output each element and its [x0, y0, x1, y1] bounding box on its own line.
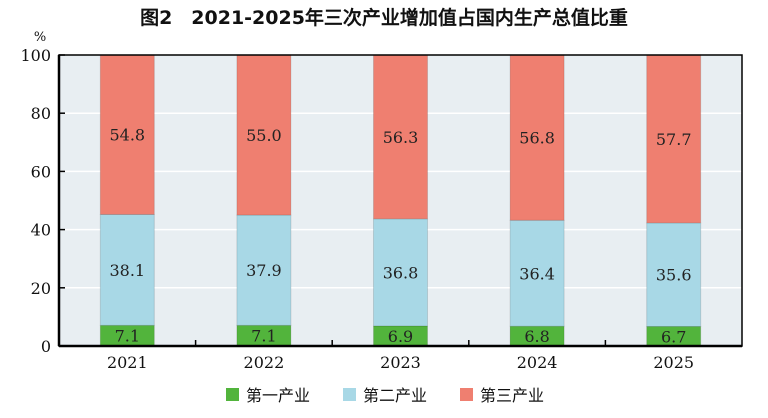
- legend-swatch: [343, 388, 356, 401]
- bar-segment: [509, 54, 565, 221]
- data-label: 37.9: [246, 261, 282, 280]
- bar-segment: [646, 54, 702, 224]
- y-tick-label: 0: [41, 337, 51, 356]
- legend-label: 第三产业: [480, 386, 544, 405]
- data-label: 55.0: [246, 126, 282, 145]
- x-tick-label: 2022: [244, 353, 285, 372]
- y-tick-label: 60: [31, 162, 51, 181]
- bar-segment: [236, 54, 292, 216]
- bar-segment: [236, 214, 292, 326]
- data-label: 6.8: [524, 327, 549, 346]
- data-label: 36.4: [519, 264, 555, 283]
- data-label: 6.7: [661, 327, 686, 346]
- x-tick-label: 2021: [107, 353, 148, 372]
- bar-segment: [99, 54, 155, 215]
- y-tick-label: 20: [31, 279, 51, 298]
- bar-segment: [373, 54, 428, 220]
- data-label: 56.8: [519, 129, 555, 148]
- data-label: 57.7: [656, 130, 692, 149]
- data-label: 36.8: [383, 263, 419, 282]
- data-label: 6.9: [388, 327, 413, 346]
- data-label: 35.6: [656, 266, 692, 285]
- data-label: 54.8: [109, 126, 145, 145]
- legend-swatch: [460, 388, 473, 401]
- data-label: 56.3: [383, 128, 419, 147]
- legend-label: 第一产业: [246, 386, 310, 405]
- bar-segment: [646, 222, 702, 328]
- data-label: 7.1: [251, 327, 276, 346]
- bar-segment: [373, 218, 428, 327]
- y-axis-unit: %: [34, 30, 46, 45]
- bar-segment: [509, 219, 565, 327]
- x-tick-label: 2025: [653, 353, 694, 372]
- y-tick-label: 100: [20, 46, 51, 65]
- x-tick-label: 2023: [380, 353, 421, 372]
- chart-title: 图2 2021-2025年三次产业增加值占国内生产总值比重: [140, 6, 628, 29]
- y-tick-label: 40: [31, 221, 51, 240]
- data-label: 7.1: [115, 327, 140, 346]
- y-tick-label: 80: [31, 104, 51, 123]
- legend-label: 第二产业: [363, 386, 427, 405]
- x-tick-label: 2024: [517, 353, 558, 372]
- legend-swatch: [226, 388, 239, 401]
- data-label: 38.1: [109, 261, 145, 280]
